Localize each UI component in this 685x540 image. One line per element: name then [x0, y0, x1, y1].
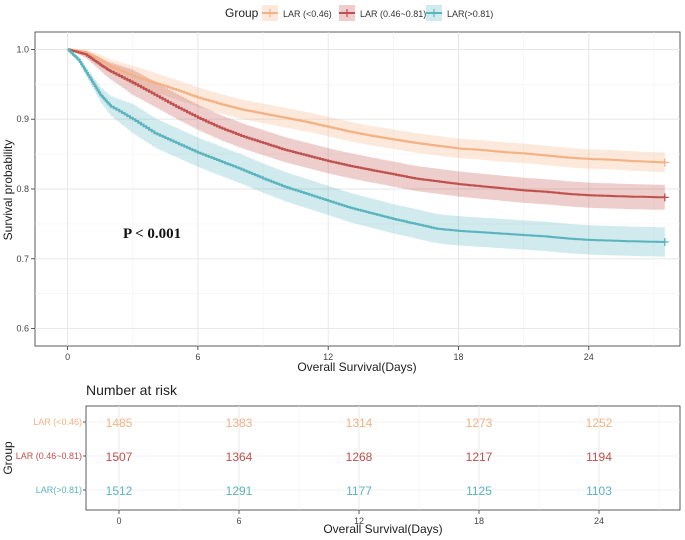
- legend-items: LAR (<0.46) LAR (0.46~0.81) LAR(>0.81): [262, 5, 493, 21]
- x-tick-label: 12: [323, 352, 333, 362]
- risk-count: 1268: [346, 450, 373, 464]
- risk-table-grid: [86, 406, 680, 510]
- risk-y-axis-title: Group: [1, 441, 15, 475]
- survival-curves: [67, 48, 666, 243]
- risk-table-panel: [85, 405, 681, 511]
- curve-lar-0-81: [67, 48, 666, 243]
- censor-mark-lar-0-46-0-81: [660, 193, 669, 202]
- ci-band-lar-0-81: [67, 49, 665, 257]
- risk-count: 1314: [346, 416, 373, 430]
- y-tick-label: 0.6: [16, 324, 29, 334]
- curve-lar-0-46: [67, 48, 666, 164]
- risk-count: 1125: [466, 484, 492, 498]
- risk-table: Number at risk LAR (<0.46) 1485 1383 1314 12…: [1, 382, 681, 536]
- risk-x-tick-label: 6: [236, 516, 241, 526]
- x-tick-label: 6: [195, 352, 200, 362]
- risk-row-label: LAR (<0.46): [33, 417, 82, 427]
- censor-mark-lar-0-81: [660, 238, 669, 247]
- y-tick-label: 0.9: [16, 114, 29, 124]
- risk-x-tick-label: 24: [594, 516, 604, 526]
- risk-count: 1194: [586, 450, 612, 464]
- risk-row-label: LAR (0.46~0.81): [16, 451, 82, 461]
- y-tick-label: 0.7: [16, 254, 29, 264]
- risk-x-tick-label: 0: [116, 516, 121, 526]
- legend-label: LAR (<0.46): [283, 9, 332, 19]
- risk-x-tick-label: 12: [354, 516, 364, 526]
- risk-row-lar-0-46: LAR (<0.46) 1485 1383 1314 1273 1252: [33, 416, 612, 430]
- risk-count: 1177: [346, 484, 372, 498]
- x-tick-label: 18: [453, 352, 463, 362]
- risk-table-axis: 0 6 12 18 24: [116, 510, 604, 526]
- risk-x-tick-label: 18: [474, 516, 484, 526]
- risk-count: 1507: [106, 450, 133, 464]
- legend-title: Group: [225, 6, 259, 20]
- risk-count: 1273: [466, 416, 493, 430]
- legend-label: LAR (0.46~0.81): [360, 9, 426, 19]
- legend-item-lar-0-46: LAR (<0.46): [262, 5, 332, 21]
- legend-item-lar-0-81: LAR(>0.81): [426, 5, 493, 21]
- risk-count: 1252: [586, 416, 613, 430]
- plot-grid: [35, 32, 680, 346]
- x-tick-label: 0: [65, 352, 70, 362]
- legend: Group LAR (<0.46) LAR (0.46~0.81) LAR(>0.8…: [225, 5, 493, 21]
- x-tick-label: 24: [584, 352, 594, 362]
- p-value-annotation: P < 0.001: [123, 226, 181, 242]
- risk-count: 1103: [586, 484, 612, 498]
- risk-table-title: Number at risk: [86, 382, 178, 398]
- censor-mark-lar-0-46: [660, 158, 669, 167]
- risk-row-lar-0-46-0-81: LAR (0.46~0.81) 1507 1364 1268 1217 1194: [16, 450, 613, 464]
- survival-plot: 0 6 12 18 24 0.6 0.7 0.8 0.9 1.0 P < 0.001 Overal…: [1, 31, 681, 374]
- risk-row-label: LAR(>0.81): [36, 485, 82, 495]
- legend-item-lar-0-46-0-81: LAR (0.46~0.81): [339, 5, 426, 21]
- risk-count: 1364: [226, 450, 253, 464]
- x-axis-title: Overall Survival(Days): [297, 360, 416, 374]
- plot-axes: 0 6 12 18 24 0.6 0.7 0.8 0.9 1.0: [16, 44, 593, 362]
- y-tick-label: 1.0: [16, 44, 29, 54]
- risk-count: 1217: [466, 450, 493, 464]
- y-axis-title: Survival probability: [1, 140, 15, 241]
- risk-table-rows: LAR (<0.46) 1485 1383 1314 1273 1252 LAR (0.46…: [16, 416, 613, 498]
- y-tick-label: 0.8: [16, 184, 29, 194]
- curve-lar-0-46-0-81: [67, 48, 666, 199]
- risk-count: 1383: [226, 416, 253, 430]
- risk-count: 1291: [226, 484, 253, 498]
- risk-row-lar-0-81: LAR(>0.81) 1512 1291 1177 1125 1103: [36, 484, 613, 498]
- legend-label: LAR(>0.81): [447, 9, 493, 19]
- end-markers: [660, 158, 669, 247]
- ci-band-lar-0-46-0-81: [67, 49, 665, 210]
- risk-count: 1512: [106, 484, 133, 498]
- risk-x-axis-title: Overall Survival(Days): [323, 522, 442, 536]
- risk-count: 1485: [106, 416, 133, 430]
